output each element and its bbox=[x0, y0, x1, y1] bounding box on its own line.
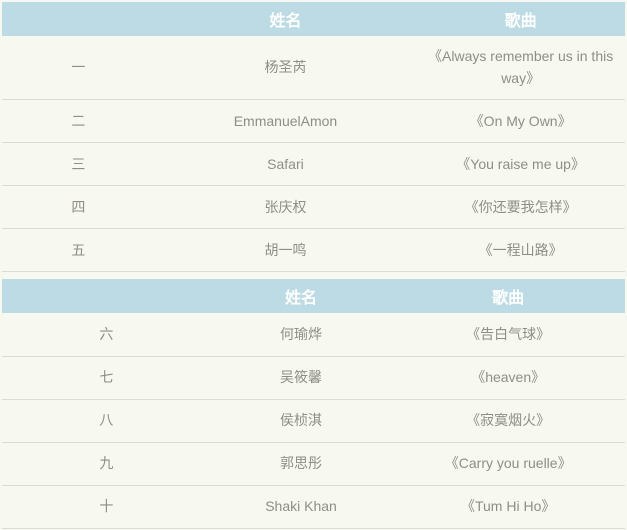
name-cell: 胡一鸣 bbox=[154, 228, 417, 273]
name-cell: EmmanuelAmon bbox=[154, 99, 417, 144]
name-cell: 何瑜烨 bbox=[210, 313, 392, 357]
song-cell: 《heaven》 bbox=[391, 356, 625, 400]
rank-column-header bbox=[2, 279, 211, 314]
table-row: 八 侯桢淇 《寂寞烟火》 bbox=[2, 399, 625, 443]
name-cell: 侯桢淇 bbox=[210, 399, 392, 443]
song-cell: 《Tum Hi Ho》 bbox=[391, 485, 625, 529]
song-cell: 《你还要我怎样》 bbox=[416, 185, 625, 230]
rank-cell: 七 bbox=[2, 356, 211, 400]
song-table-2: 姓名 歌曲 六 何瑜烨 《告白气球》 七 吴筱馨 《heaven》 八 侯桢淇 … bbox=[2, 279, 625, 529]
song-column-header: 歌曲 bbox=[416, 2, 625, 36]
table-row: 六 何瑜烨 《告白气球》 bbox=[2, 313, 625, 357]
song-cell: 《You raise me up》 bbox=[416, 142, 625, 187]
name-cell: 郭思彤 bbox=[210, 442, 392, 486]
table1-header-row: 姓名 歌曲 bbox=[2, 2, 625, 36]
rank-cell: 三 bbox=[2, 142, 155, 187]
name-cell: 吴筱馨 bbox=[210, 356, 392, 400]
table-row: 五 胡一鸣 《一程山路》 bbox=[2, 228, 625, 273]
song-cell: 《Always remember us in this way》 bbox=[416, 36, 625, 101]
song-table-1: 姓名 歌曲 一 杨圣芮 《Always remember us in this … bbox=[2, 2, 625, 273]
name-cell: 杨圣芮 bbox=[154, 36, 417, 101]
song-cell: 《一程山路》 bbox=[416, 228, 625, 273]
rank-cell: 五 bbox=[2, 228, 155, 273]
name-cell: Shaki Khan bbox=[210, 485, 392, 529]
rank-cell: 九 bbox=[2, 442, 211, 486]
song-cell: 《On My Own》 bbox=[416, 99, 625, 144]
table-row: 二 EmmanuelAmon 《On My Own》 bbox=[2, 99, 625, 144]
rank-cell: 二 bbox=[2, 99, 155, 144]
table-row: 十 Shaki Khan 《Tum Hi Ho》 bbox=[2, 485, 625, 529]
table-row: 九 郭思彤 《Carry you ruelle》 bbox=[2, 442, 625, 486]
song-cell: 《寂寞烟火》 bbox=[391, 399, 625, 443]
rank-cell: 六 bbox=[2, 313, 211, 357]
table-row: 七 吴筱馨 《heaven》 bbox=[2, 356, 625, 400]
name-cell: 张庆权 bbox=[154, 185, 417, 230]
song-cell: 《Carry you ruelle》 bbox=[391, 442, 625, 486]
name-column-header: 姓名 bbox=[154, 2, 417, 36]
rank-column-header bbox=[2, 2, 155, 36]
table-row: 三 Safari 《You raise me up》 bbox=[2, 142, 625, 187]
rank-cell: 十 bbox=[2, 485, 211, 529]
table-row: 四 张庆权 《你还要我怎样》 bbox=[2, 185, 625, 230]
name-cell: Safari bbox=[154, 142, 417, 187]
table-row: 一 杨圣芮 《Always remember us in this way》 bbox=[2, 36, 625, 101]
song-cell: 《告白气球》 bbox=[391, 313, 625, 357]
rank-cell: 八 bbox=[2, 399, 211, 443]
rank-cell: 一 bbox=[2, 36, 155, 101]
name-column-header: 姓名 bbox=[210, 279, 392, 314]
rank-cell: 四 bbox=[2, 185, 155, 230]
song-column-header: 歌曲 bbox=[391, 279, 625, 314]
table-gap bbox=[2, 272, 625, 279]
table2-header-row: 姓名 歌曲 bbox=[2, 279, 625, 314]
